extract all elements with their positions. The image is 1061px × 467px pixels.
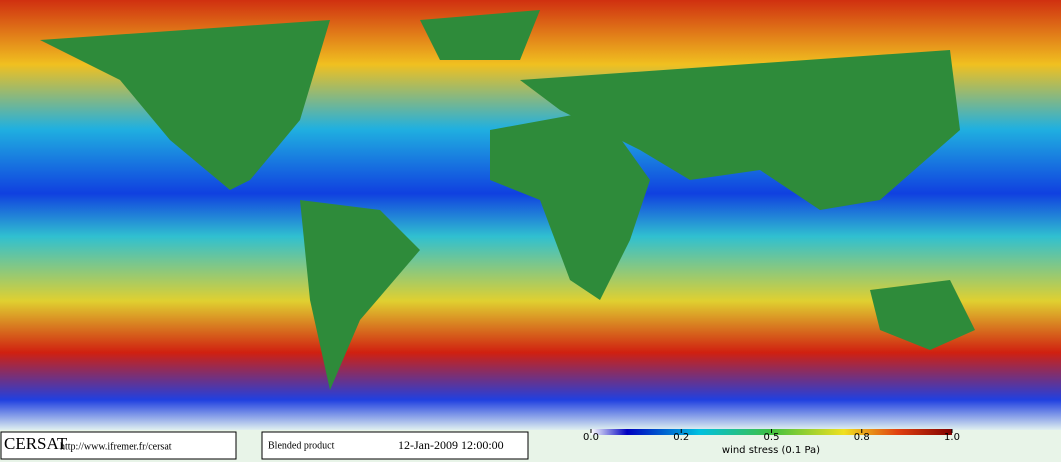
product: Blended product	[268, 440, 335, 451]
colorbar-tick-label: 1.0	[944, 432, 960, 443]
land	[40, 10, 975, 390]
info-box	[0, 431, 237, 460]
url: http://www.ifremer.fr/cersat	[60, 441, 172, 452]
colorbar-tick-label: 0.5	[764, 432, 780, 443]
colorbar-tick-label: 0.0	[583, 432, 599, 443]
date: 12-Jan-2009 12:00:00	[398, 438, 504, 452]
product-box	[261, 431, 529, 460]
colorbar-label: wind stress (0.1 Pa)	[722, 445, 820, 456]
colorbar-tick-label: 0.8	[854, 432, 870, 443]
colorbar-tick-label: 0.2	[673, 432, 689, 443]
logo: CERSAT	[4, 434, 68, 453]
